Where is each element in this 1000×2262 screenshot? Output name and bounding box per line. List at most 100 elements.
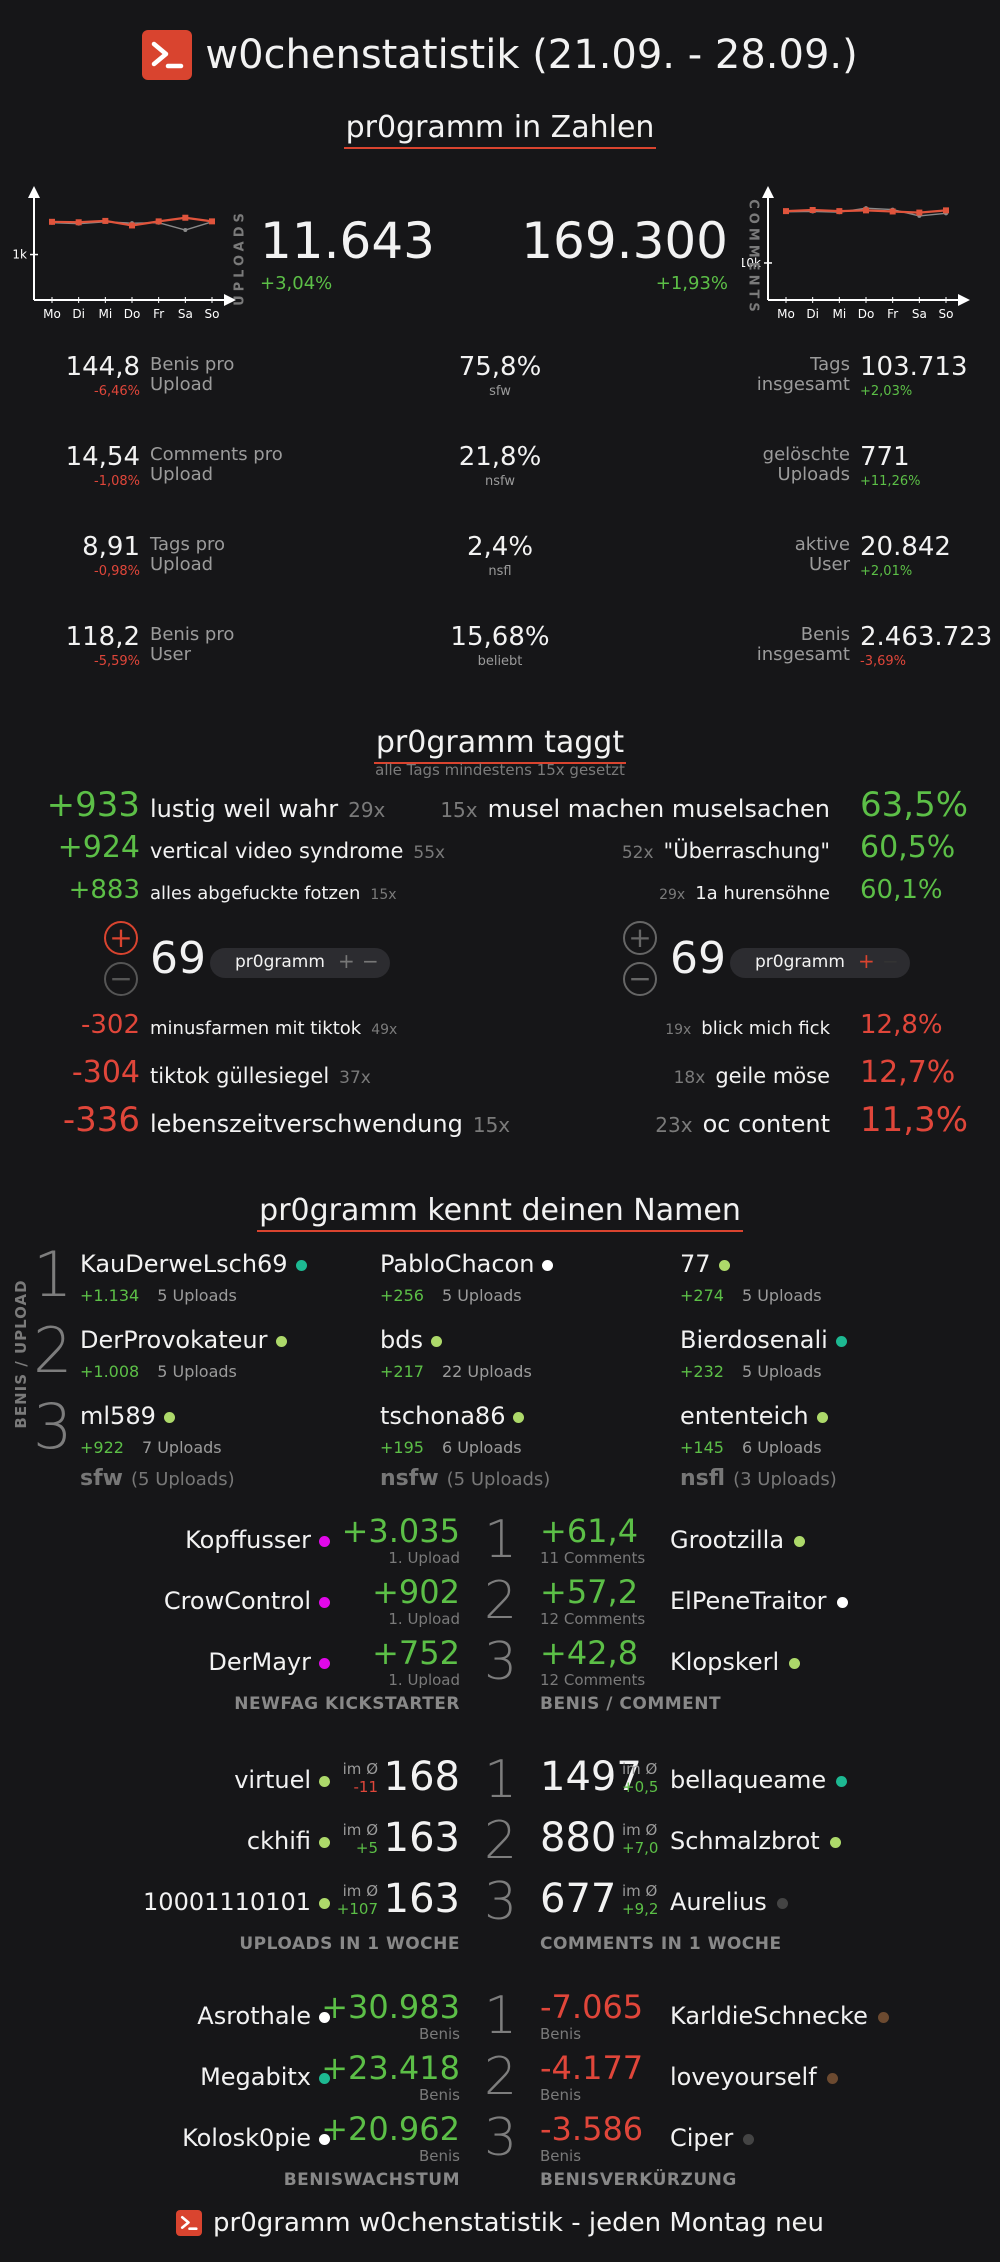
data-point [809,207,816,213]
user-entry[interactable]: ml589 +922 7 Uploads [80,1402,370,1468]
stat-label: nsfl [488,564,512,579]
user-entry[interactable]: Asrothale [197,2002,330,2030]
tag-row[interactable]: 19x blick mich fick 12,8% [480,1010,980,1054]
username[interactable]: Grootzilla [670,1526,785,1554]
avg-value: +0,5 [622,1778,659,1796]
stat-value: -4.177 [540,2049,644,2087]
username[interactable]: ml589 [80,1402,156,1430]
tag-plus-icon[interactable]: + [338,949,355,973]
upvote-button[interactable]: + [104,921,138,955]
stat-sub: Benis [418,2025,460,2043]
user-entry[interactable]: virtuel [234,1766,330,1794]
user-entry[interactable]: ckhifi [247,1827,330,1855]
username[interactable]: ententeich [680,1402,809,1430]
user-entry[interactable]: 10001110101 [143,1888,330,1916]
username[interactable]: bds [380,1326,423,1354]
user-entry[interactable]: bds +217 22 Uploads [380,1326,670,1392]
user-entry[interactable]: Kolosk0pie [182,2124,330,2152]
username[interactable]: Kolosk0pie [182,2124,311,2152]
tag-row[interactable]: 23x oc content 11,3% [480,1100,980,1144]
user-entry[interactable]: PabloChacon +256 5 Uploads [380,1250,670,1316]
user-entry[interactable]: Grootzilla [670,1526,806,1554]
username[interactable]: Asrothale [197,2002,311,2030]
stat-label: Uploads [777,464,850,485]
benis-value: +145 [680,1438,724,1457]
tag-name: oc content [702,1110,830,1138]
user-entry[interactable]: Aurelius [670,1888,788,1916]
tag-count: 19x [665,1022,692,1038]
username[interactable]: DerMayr [208,1648,311,1676]
tag-percent: 60,1% [860,875,943,905]
username[interactable]: 77 [680,1250,711,1278]
benis-value: +922 [80,1438,124,1457]
tag-row[interactable]: 52x "Überraschung" 60,5% [480,830,980,874]
stat-label: User [150,644,192,665]
avg-label: im Ø [622,1882,658,1900]
user-entry[interactable]: Kopffusser [185,1526,330,1554]
user-entry[interactable]: ententeich +145 6 Uploads [680,1402,970,1468]
user-entry[interactable]: Megabitx [200,2063,330,2091]
tag-minus-icon[interactable]: − [882,949,899,973]
user-rank-dot [319,1775,330,1787]
username[interactable]: CrowControl [163,1587,311,1615]
username[interactable]: 10001110101 [143,1888,311,1916]
downvote-button[interactable]: − [623,962,657,996]
stat-value: +902 [372,1573,460,1611]
username[interactable]: Ciper [670,2124,734,2152]
username[interactable]: ckhifi [246,1827,311,1855]
tag-row[interactable]: +933 lustig weil wahr 29x [0,785,480,829]
tag-plus-icon[interactable]: + [858,949,875,973]
user-entry[interactable]: Ciper [670,2124,755,2152]
downvote-button[interactable]: − [104,962,138,996]
x-tick-label: So [205,307,220,321]
username[interactable]: DerProvokateur [80,1326,268,1354]
tag-count: 29x [659,887,686,903]
tag-row[interactable]: -304 tiktok güllesiegel 37x [0,1055,480,1099]
username[interactable]: ElPeneTraitor [670,1587,827,1615]
user-entry[interactable]: DerMayr [208,1648,330,1676]
tag-row[interactable]: 15x musel machen muselsachen 63,5% [440,785,980,829]
user-entry[interactable]: Bierdosenali +232 5 Uploads [680,1326,970,1392]
username[interactable]: Aurelius [670,1888,767,1916]
avg-label: im Ø [622,1760,658,1778]
tag-pill[interactable]: pr0gramm + − [210,948,390,978]
tag-name: 1a hurensöhne [695,883,830,904]
upload-count: 7 Uploads [141,1438,222,1457]
user-entry[interactable]: tschona86 +195 6 Uploads [380,1402,670,1468]
user-entry[interactable]: KauDerweLsch69 +1.134 5 Uploads [80,1250,370,1316]
username[interactable]: bellaqueame [670,1766,827,1794]
tag-score: +924 [57,830,140,865]
username[interactable]: Megabitx [200,2063,311,2091]
username[interactable]: tschona86 [380,1402,506,1430]
user-entry[interactable]: ElPeneTraitor [670,1587,848,1615]
stat-change: -0,98% [94,564,140,579]
user-entry[interactable]: DerProvokateur +1.008 5 Uploads [80,1326,370,1392]
username[interactable]: PabloChacon [380,1250,535,1278]
tag-row[interactable]: 18x geile möse 12,7% [480,1055,980,1099]
user-entry[interactable]: Schmalzbrot [670,1827,841,1855]
username[interactable]: Kopffusser [185,1526,311,1554]
comments-change: +1,93% [655,273,728,294]
tag-row[interactable]: +883 alles abgefuckte fotzen 15x [0,875,480,919]
user-entry[interactable]: bellaqueame [670,1766,848,1794]
tag-row[interactable]: +924 vertical video syndrome 55x [0,830,480,874]
user-entry[interactable]: Klopskerl [670,1648,801,1676]
data-point [863,207,869,214]
upvote-button[interactable]: + [623,921,657,955]
username[interactable]: Schmalzbrot [670,1827,820,1855]
user-entry[interactable]: CrowControl [164,1587,330,1615]
username[interactable]: Klopskerl [670,1648,780,1676]
tag-pill[interactable]: pr0gramm + − [730,948,910,978]
username[interactable]: Bierdosenali [680,1326,828,1354]
user-entry[interactable]: 77 +274 5 Uploads [680,1250,970,1316]
tag-minus-icon[interactable]: − [362,949,379,973]
username[interactable]: virtuel [234,1766,311,1794]
user-entry[interactable]: loveyourself [670,2063,838,2091]
username[interactable]: loveyourself [670,2063,817,2091]
tag-row[interactable]: -302 minusfarmen mit tiktok 49x [0,1010,480,1054]
tag-row[interactable]: -336 lebenszeitverschwendung 15x [0,1100,510,1144]
user-entry[interactable]: KarldieSchnecke [670,2002,889,2030]
username[interactable]: KarldieSchnecke [670,2002,868,2030]
tag-row[interactable]: 29x 1a hurensöhne 60,1% [480,875,980,919]
username[interactable]: KauDerweLsch69 [80,1250,288,1278]
